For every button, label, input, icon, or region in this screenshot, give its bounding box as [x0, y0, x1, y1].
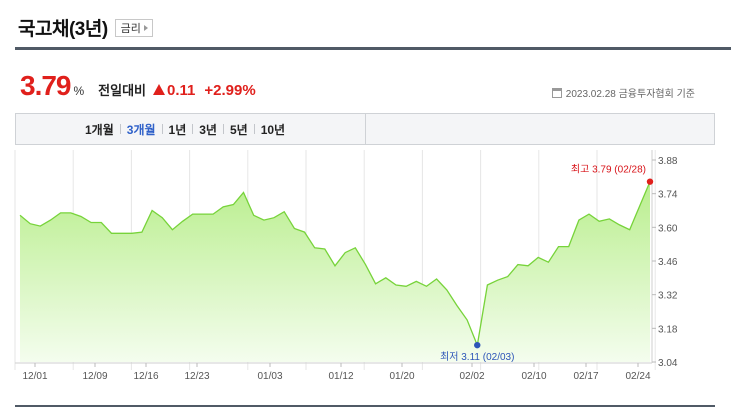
low-point-marker [474, 341, 481, 349]
chart-header: 국고채(3년) 금리 [18, 14, 153, 40]
change-percent: +2.99% [204, 82, 256, 99]
tab-separator [253, 124, 255, 134]
y-tick-label: 3.88 [658, 156, 678, 167]
x-tick-label: 02/02 [459, 371, 484, 382]
x-tick-label: 12/23 [184, 371, 209, 382]
change-value: 0.11 [167, 82, 196, 99]
area-fill [20, 181, 650, 362]
up-arrow-icon [153, 84, 166, 95]
footer-divider [15, 405, 715, 407]
page-title: 국고채(3년) [18, 18, 108, 40]
period-selector: 1개월 3개월 1년 3년 5년 10년 [15, 113, 715, 145]
x-tick-label: 12/16 [133, 371, 158, 382]
chevron-right-icon [143, 25, 148, 31]
change-label: 전일대비 [98, 83, 147, 98]
yield-chart: 3.88 3.74 3.60 3.46 3.32 3.18 3.04 12/01 12/09 12… [14, 150, 678, 382]
header-divider [15, 47, 731, 50]
series-line [19, 181, 651, 348]
tab-period-2[interactable]: 3개월 [126, 122, 156, 137]
tab-period-4[interactable]: 3년 [199, 122, 217, 137]
rate-button[interactable]: 금리 [114, 19, 153, 37]
x-tick-label: 01/03 [257, 371, 282, 382]
as-of-date: 2023.02.28 금융투자협회 기준 [551, 85, 695, 100]
x-tick-label: 02/17 [573, 371, 598, 382]
y-tick-label: 3.32 [658, 291, 678, 302]
calendar-icon [551, 87, 562, 98]
x-tick-label: 12/09 [82, 371, 107, 382]
current-price: 3.79 [20, 70, 71, 101]
x-tick-label: 01/12 [328, 371, 353, 382]
high-point-marker [646, 178, 654, 185]
tab-separator [192, 124, 194, 134]
as-of-text: 2023.02.28 금융투자협회 기준 [565, 89, 695, 100]
period-tabs: 1개월 3개월 1년 3년 5년 10년 [16, 114, 366, 144]
y-tick-label: 3.04 [658, 358, 678, 369]
x-tick-label: 02/24 [625, 371, 650, 382]
chart-axes: 3.88 3.74 3.60 3.46 3.32 3.18 3.04 12/01 12/09 12… [15, 150, 678, 382]
tab-period-5[interactable]: 5년 [229, 122, 248, 137]
tab-separator [119, 124, 121, 134]
tab-period-1[interactable]: 1개월 [85, 122, 114, 137]
chart-annotations: 최고 3.79 (02/28) 최저 3.11 (02/03) [440, 164, 654, 363]
x-tick-label: 01/20 [389, 371, 414, 382]
tab-period-3[interactable]: 1년 [168, 122, 187, 137]
y-tick-label: 3.46 [658, 257, 678, 268]
high-point-label: 최고 3.79 (02/28) [571, 164, 646, 176]
low-point-label: 최저 3.11 (02/03) [440, 351, 514, 363]
tab-separator [161, 124, 163, 134]
tab-separator [222, 124, 224, 134]
x-tick-label: 02/10 [521, 371, 546, 382]
y-tick-label: 3.18 [658, 324, 678, 335]
x-tick-label: 12/01 [22, 371, 47, 382]
y-tick-label: 3.60 [658, 223, 678, 234]
y-tick-label: 3.74 [658, 190, 678, 201]
rate-button-label: 금리 [120, 23, 141, 35]
quote-summary: 3.79 % 전일대비 0.11 +2.99% [20, 70, 256, 102]
price-unit: % [73, 84, 85, 98]
tab-period-6[interactable]: 10년 [260, 122, 286, 137]
